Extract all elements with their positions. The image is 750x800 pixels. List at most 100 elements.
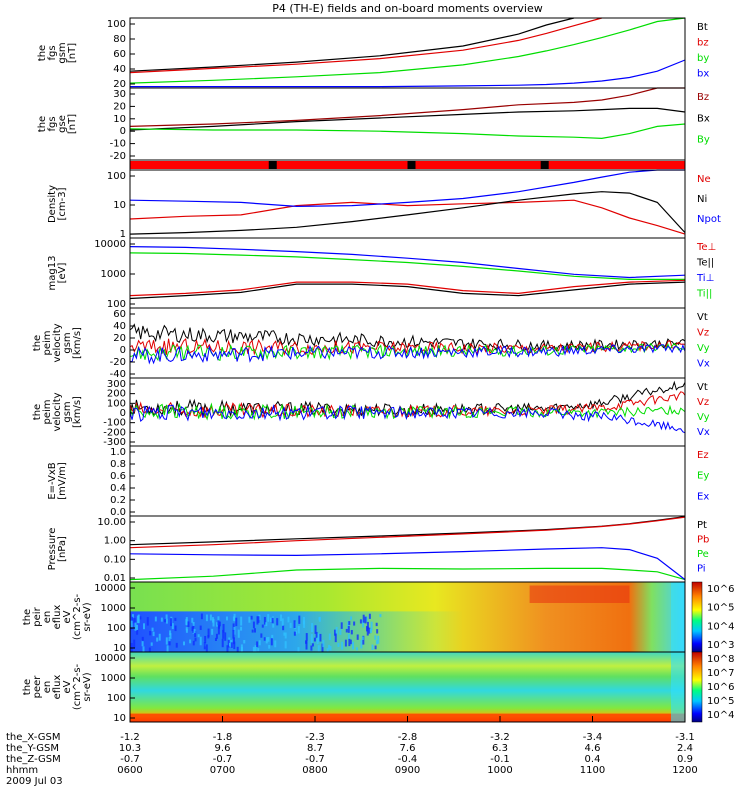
spectrogram-cell (131, 616, 134, 624)
legend-entry: Vt (697, 382, 708, 393)
spectrogram-cell (149, 630, 152, 636)
y-tick-label: 100 (107, 398, 126, 409)
spectrogram-cell (345, 628, 348, 633)
spectrogram-cell (185, 627, 188, 631)
spectrogram-cell (268, 645, 271, 649)
spectrogram-cell (185, 629, 188, 633)
panel-peim_velocity_low (129, 307, 686, 379)
spectrogram-cell (271, 634, 274, 639)
spectrogram-cell (379, 613, 382, 618)
series-line-Vx (129, 404, 686, 434)
spectrogram-cell (187, 621, 190, 627)
spectrogram-cell (375, 640, 378, 645)
colorbar-tick-label: 10^5 (707, 603, 734, 614)
legend-entry: Ne (697, 174, 711, 185)
spectrogram-cell (340, 622, 343, 629)
spectrogram-cell (305, 640, 308, 644)
spectrogram-cell (136, 629, 139, 635)
y-tick-label: 1.0 (110, 447, 126, 458)
spectrogram-cell (130, 620, 133, 628)
x-axis-row-label: the_Z-GSM (6, 754, 61, 765)
y-tick-label: 300 (107, 379, 126, 390)
y-axis-label: [km/s] (72, 327, 83, 359)
colorbar-tick-label: 10^4 (707, 621, 734, 632)
spectrogram-cell (337, 643, 340, 647)
y-tick-label: 100 (107, 693, 126, 704)
spectrogram-cell (170, 618, 173, 627)
y-tick-label: 100 (107, 623, 126, 634)
y-tick-label: 1000 (101, 269, 126, 280)
series-line-Bz (129, 87, 685, 127)
spectrogram-cell (263, 616, 266, 625)
y-axis-label: gsm (57, 42, 68, 63)
spectrogram-cell (240, 644, 243, 652)
spectrogram-cell (174, 617, 177, 621)
y-tick-label: 30 (113, 89, 126, 100)
spectrogram-cell (328, 633, 331, 641)
series-line-Vy (129, 342, 686, 362)
y-axis-label: eflux (52, 605, 63, 630)
spectrogram-cell (349, 639, 352, 645)
spectrogram-cell (267, 614, 270, 622)
spectrogram-cell (314, 625, 317, 634)
spectrogram-cell (271, 617, 274, 624)
y-axis-label: sr-eV) (82, 672, 93, 701)
spectrogram-cell (215, 633, 218, 639)
spectrogram-cell (258, 614, 261, 621)
y-tick-label: 20 (113, 333, 126, 344)
spectrogram-cell (232, 616, 235, 621)
spectrogram-cell (158, 633, 161, 641)
spectrogram-cell (281, 618, 284, 626)
x-axis-value: -2.3 (305, 732, 325, 743)
spectrogram-cell (329, 646, 332, 651)
legend-entry: bx (697, 69, 709, 80)
y-tick-label: -20 (110, 151, 126, 162)
status-bar-marker (540, 161, 549, 169)
spectrogram-cell (199, 625, 202, 630)
legend-entry: Vy (697, 343, 710, 354)
y-tick-label: 0 (120, 408, 126, 419)
spectrogram-cell (335, 626, 338, 635)
spectrogram-cell (374, 635, 377, 640)
spectrogram-cell (254, 645, 257, 653)
spectrogram-cell (350, 629, 353, 635)
colorbar-tick-label: 10^8 (707, 654, 734, 665)
spectrogram-cell (225, 616, 228, 621)
legend-entry: Ez (697, 450, 709, 461)
y-tick-label: -300 (103, 437, 126, 448)
y-axis-label: [nPa] (57, 536, 68, 562)
spectrogram-cell (205, 644, 208, 652)
spectrogram-cell (232, 629, 235, 639)
spectrogram-cell (204, 635, 207, 644)
status-bar-marker (407, 161, 416, 169)
legend-entry: Vx (697, 359, 710, 370)
series-line-Pi (129, 547, 686, 581)
spectrogram-cell (334, 629, 337, 636)
spectrogram-cell (193, 629, 196, 634)
legend-entry: By (697, 135, 710, 146)
spectrogram-cell (164, 619, 167, 623)
y-axis-label: fgs (47, 116, 58, 131)
series-line-bx (130, 59, 686, 88)
spectrogram-cell (217, 620, 220, 626)
x-axis-value: 1100 (580, 765, 605, 776)
spectrogram-cell (265, 622, 268, 627)
series-line-Vy (129, 402, 686, 421)
spectrogram-cell (233, 641, 236, 650)
spectrogram-cell (142, 646, 145, 656)
colorbar (691, 581, 703, 653)
panel-pressure (129, 515, 686, 583)
series-line-Npot (129, 169, 685, 208)
x-axis-value: 1200 (672, 765, 697, 776)
spectrogram-cell (261, 624, 264, 628)
spectrogram-cell (365, 625, 368, 632)
legend-entry: Ey (697, 471, 709, 482)
spectrogram-cell (168, 638, 171, 646)
spectrogram-cell (252, 621, 255, 629)
spectrogram-cell (375, 622, 378, 627)
y-tick-label: 0.2 (110, 495, 126, 506)
spectrogram-cell (235, 617, 238, 627)
spectrogram-cell (253, 628, 256, 633)
y-tick-label: 10000 (94, 239, 126, 250)
spectrogram-cell (310, 645, 313, 651)
